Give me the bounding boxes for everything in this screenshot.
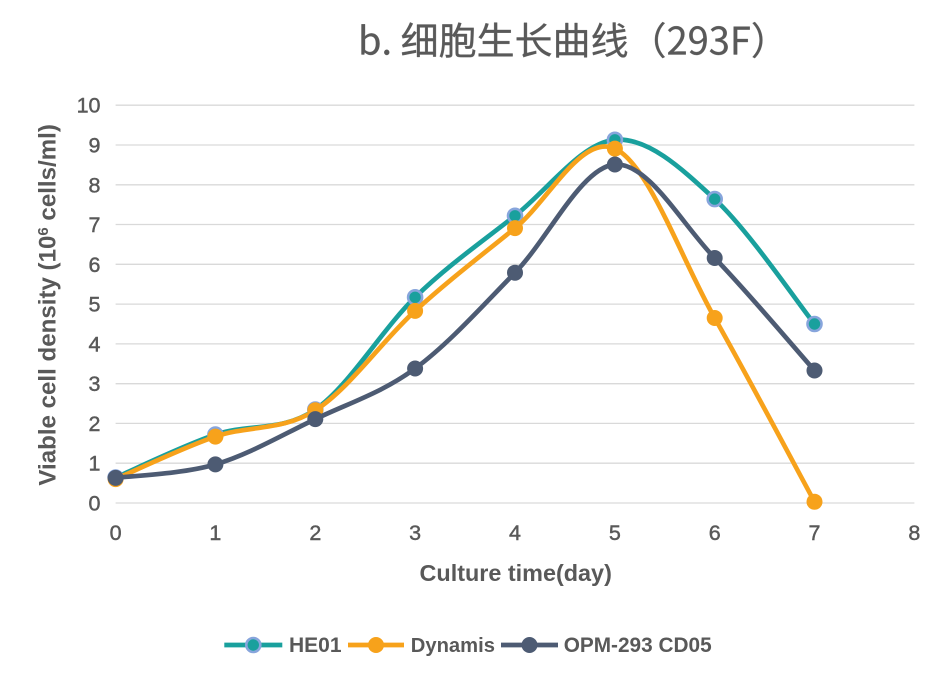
svg-text:1: 1: [209, 521, 221, 545]
svg-text:8: 8: [89, 173, 101, 197]
svg-text:3: 3: [89, 372, 101, 396]
svg-text:4: 4: [509, 521, 521, 545]
svg-text:OPM-293 CD05: OPM-293 CD05: [564, 634, 712, 657]
svg-text:0: 0: [89, 492, 101, 516]
svg-text:2: 2: [89, 412, 101, 436]
svg-text:8: 8: [908, 521, 920, 545]
svg-text:5: 5: [89, 293, 101, 317]
svg-text:10: 10: [77, 94, 101, 118]
svg-text:Culture time(day): Culture time(day): [420, 560, 612, 586]
svg-text:3: 3: [409, 521, 421, 545]
svg-text:Dynamis: Dynamis: [411, 635, 495, 657]
svg-text:1: 1: [89, 452, 101, 476]
svg-text:4: 4: [89, 332, 101, 356]
svg-text:2: 2: [309, 521, 321, 545]
svg-text:7: 7: [89, 213, 101, 237]
svg-text:9: 9: [89, 134, 101, 158]
svg-text:6: 6: [709, 521, 721, 545]
svg-text:5: 5: [609, 521, 621, 545]
svg-text:7: 7: [809, 521, 821, 545]
svg-text:6: 6: [89, 253, 101, 277]
svg-text:Viable cell density (106 cells: Viable cell density (106 cells/ml): [34, 124, 61, 485]
svg-text:0: 0: [110, 521, 122, 545]
svg-text:HE01: HE01: [289, 634, 342, 657]
